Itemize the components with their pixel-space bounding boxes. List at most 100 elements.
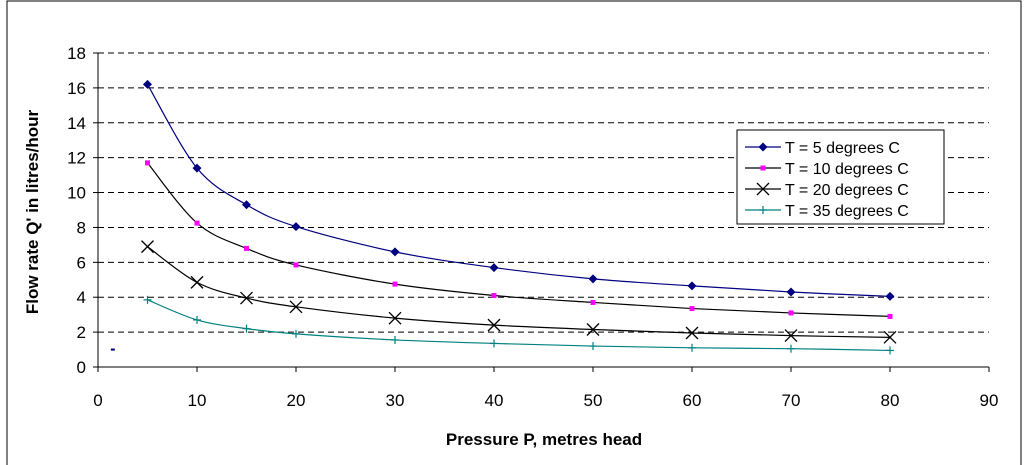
y-axis-title: Flow rate Q' in litres/hour [23, 109, 42, 314]
data-point [487, 318, 501, 332]
data-point [590, 299, 596, 305]
x-tick-label: 0 [93, 391, 102, 410]
legend-item: T = 10 degrees C [745, 161, 909, 178]
data-point [388, 311, 402, 325]
x-tick-label: 90 [980, 391, 999, 410]
data-point [788, 310, 794, 316]
y-tick-label: 14 [67, 114, 86, 133]
data-point [786, 287, 796, 297]
axes [93, 52, 990, 372]
series-3 [141, 240, 897, 344]
marker-stroke [883, 330, 897, 344]
data-point [242, 200, 251, 210]
series-4 [143, 295, 894, 355]
marker-stroke [190, 275, 204, 289]
y-tick-label: 10 [67, 184, 86, 203]
marker-stroke [756, 182, 770, 196]
data-point [392, 281, 398, 287]
data-point [685, 326, 699, 340]
legend-label: T = 5 degrees C [785, 140, 900, 157]
data-point [588, 274, 598, 284]
legend-label: T = 20 degrees C [785, 182, 909, 199]
legend: T = 5 degrees C T = 10 degrees C T = 20 de… [736, 129, 945, 225]
data-point [194, 220, 200, 226]
data-point [289, 300, 303, 314]
x-tick-label: 80 [881, 391, 900, 410]
legend-marker [759, 206, 767, 214]
series-line [147, 162, 891, 318]
x-tick-label: 10 [188, 391, 207, 410]
y-tick-label: 6 [77, 253, 86, 272]
data-point [490, 339, 498, 348]
data-point [240, 291, 253, 305]
legend-marker [756, 182, 770, 196]
marker-stroke [685, 326, 699, 340]
data-point [886, 346, 894, 355]
marker-stroke [388, 311, 402, 325]
legend-item: T = 35 degrees C [745, 203, 909, 220]
legend-label: T = 10 degrees C [785, 161, 909, 178]
marker-stroke [784, 329, 798, 343]
data-point [193, 315, 201, 324]
data-point [391, 335, 399, 344]
data-point [143, 79, 152, 89]
legend-item: T = 20 degrees C [745, 182, 909, 199]
marker-stroke [586, 323, 600, 336]
data-point [145, 160, 150, 166]
x-tick-label: 20 [287, 391, 306, 410]
series-line [146, 84, 891, 297]
marker-stroke [240, 291, 253, 305]
series-1 [143, 79, 895, 301]
data-point [883, 330, 897, 344]
x-tick-label: 30 [386, 391, 405, 410]
data-point [887, 313, 893, 319]
legend-marker [760, 165, 766, 171]
series-layer [110, 79, 897, 355]
data-point [143, 295, 152, 304]
data-point [689, 306, 695, 312]
y-tick-label: 16 [67, 79, 86, 98]
series-2 [145, 160, 893, 319]
data-point [491, 292, 497, 298]
x-tick-label: 70 [782, 391, 801, 410]
legend-marker [758, 142, 768, 152]
x-tick-label: 40 [485, 391, 504, 410]
series-line [147, 246, 891, 338]
legend-item: T = 5 degrees C [745, 140, 900, 157]
x-axis-title: Pressure P, metres head [446, 430, 642, 449]
data-point [292, 329, 300, 338]
data-point [293, 262, 299, 268]
data-point [141, 240, 154, 254]
chart-border [6, 0, 1022, 465]
data-point [787, 344, 795, 353]
data-point [192, 163, 202, 173]
x-tick-label: 60 [683, 391, 702, 410]
y-tick-label: 0 [77, 358, 86, 377]
data-point [589, 342, 597, 351]
y-tick-label: 2 [77, 323, 86, 342]
data-point [586, 323, 600, 336]
data-point [190, 275, 204, 289]
marker-stroke [289, 300, 303, 314]
x-tick-label: 50 [584, 391, 603, 410]
legend-label: T = 35 degrees C [785, 203, 909, 220]
y-tick-label: 12 [67, 149, 86, 168]
data-point [687, 281, 697, 291]
data-point [242, 324, 251, 333]
y-tick-label: 18 [67, 44, 86, 63]
data-point [784, 329, 798, 343]
y-tick-label: 4 [77, 288, 86, 307]
stray-mark [110, 348, 115, 351]
data-point [489, 263, 499, 273]
data-point [688, 343, 696, 352]
tick-labels: 0 2 4 6 8 10 12 14 16 18 0 10 20 30 40 50 60 70 80 90 [67, 44, 998, 410]
data-point [244, 245, 249, 251]
marker-stroke [487, 318, 501, 332]
y-tick-label: 8 [77, 218, 86, 237]
marker-stroke [141, 240, 154, 254]
legend-box [736, 129, 945, 225]
data-point [291, 222, 301, 232]
series-line [147, 299, 891, 352]
data-point [885, 291, 895, 301]
